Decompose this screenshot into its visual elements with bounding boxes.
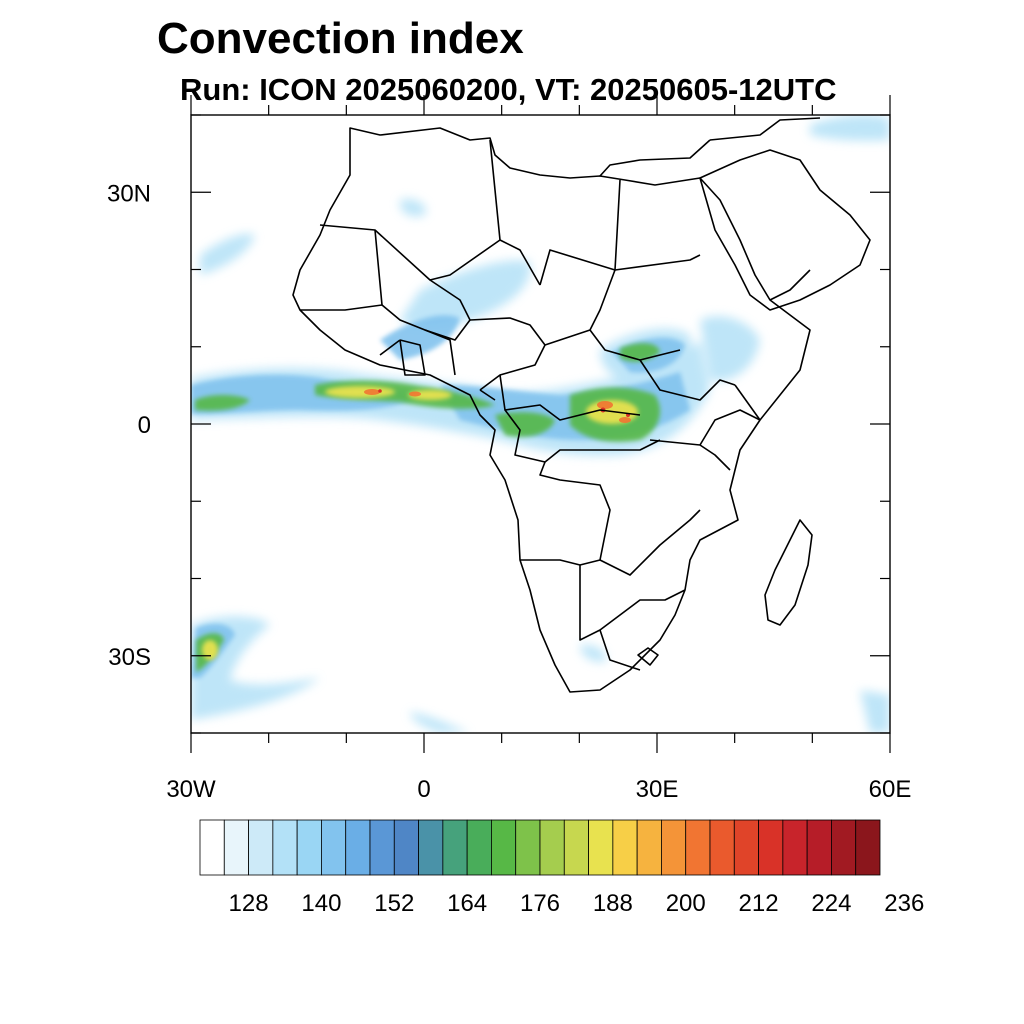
colorbar-swatch — [709, 819, 735, 876]
colorbar-label: 188 — [593, 890, 633, 917]
lon-tick-label: 60E — [869, 776, 912, 803]
colorbar-swatch — [272, 819, 298, 876]
colorbar-swatch — [223, 819, 249, 876]
colorbar-swatch — [563, 819, 589, 876]
lon-tick-label: 30W — [166, 776, 216, 803]
lat-tick-label: 30N — [107, 180, 151, 207]
colorbar-swatch — [418, 819, 444, 876]
colorbar-swatch — [296, 819, 322, 876]
colorbar-swatch — [369, 819, 395, 876]
colorbar-label: 224 — [811, 890, 851, 917]
colorbar-swatch — [442, 819, 468, 876]
colorbar-swatch — [831, 819, 857, 876]
colorbar-swatch — [515, 819, 541, 876]
colorbar-swatch — [636, 819, 662, 876]
colorbar-swatch — [199, 819, 225, 876]
colorbar-swatch — [806, 819, 832, 876]
colorbar-swatch — [393, 819, 419, 876]
colorbar-swatch — [491, 819, 517, 876]
convection-field — [191, 115, 890, 733]
lat-tick-label: 30S — [108, 644, 151, 671]
colorbar-label: 176 — [520, 890, 560, 917]
colorbar-swatch — [661, 819, 687, 876]
page-subtitle: Run: ICON 2025060200, VT: 20250605-12UTC — [180, 72, 837, 107]
lon-tick-label: 0 — [417, 776, 430, 803]
colorbar-swatch — [539, 819, 565, 876]
colorbar-swatch — [248, 819, 274, 876]
colorbar: 128 140 152 164 176 188 200 212 224 236 — [199, 819, 924, 917]
lon-tick-label: 30E — [636, 776, 679, 803]
colorbar-swatch — [466, 819, 492, 876]
colorbar-swatch — [612, 819, 638, 876]
colorbar-label: 140 — [301, 890, 341, 917]
lat-tick-label: 0 — [138, 412, 151, 439]
colorbar-swatch — [782, 819, 808, 876]
colorbar-label: 236 — [884, 890, 924, 917]
colorbar-label: 164 — [447, 890, 487, 917]
colorbar-swatch — [588, 819, 614, 876]
colorbar-swatch — [758, 819, 784, 876]
colorbar-label: 152 — [374, 890, 414, 917]
axis-tick-labels: 30N 0 30S 30W 0 30E 60E — [107, 180, 911, 803]
coastlines-and-borders — [292, 117, 871, 693]
colorbar-swatch — [345, 819, 371, 876]
colorbar-swatch — [855, 819, 881, 876]
colorbar-swatch — [685, 819, 711, 876]
colorbar-swatch — [321, 819, 347, 876]
axis-ticks — [190, 95, 891, 753]
page-title: Convection index — [157, 14, 524, 63]
colorbar-label: 212 — [739, 890, 779, 917]
colorbar-swatch — [733, 819, 759, 876]
colorbar-label: 200 — [666, 890, 706, 917]
colorbar-label: 128 — [229, 890, 269, 917]
